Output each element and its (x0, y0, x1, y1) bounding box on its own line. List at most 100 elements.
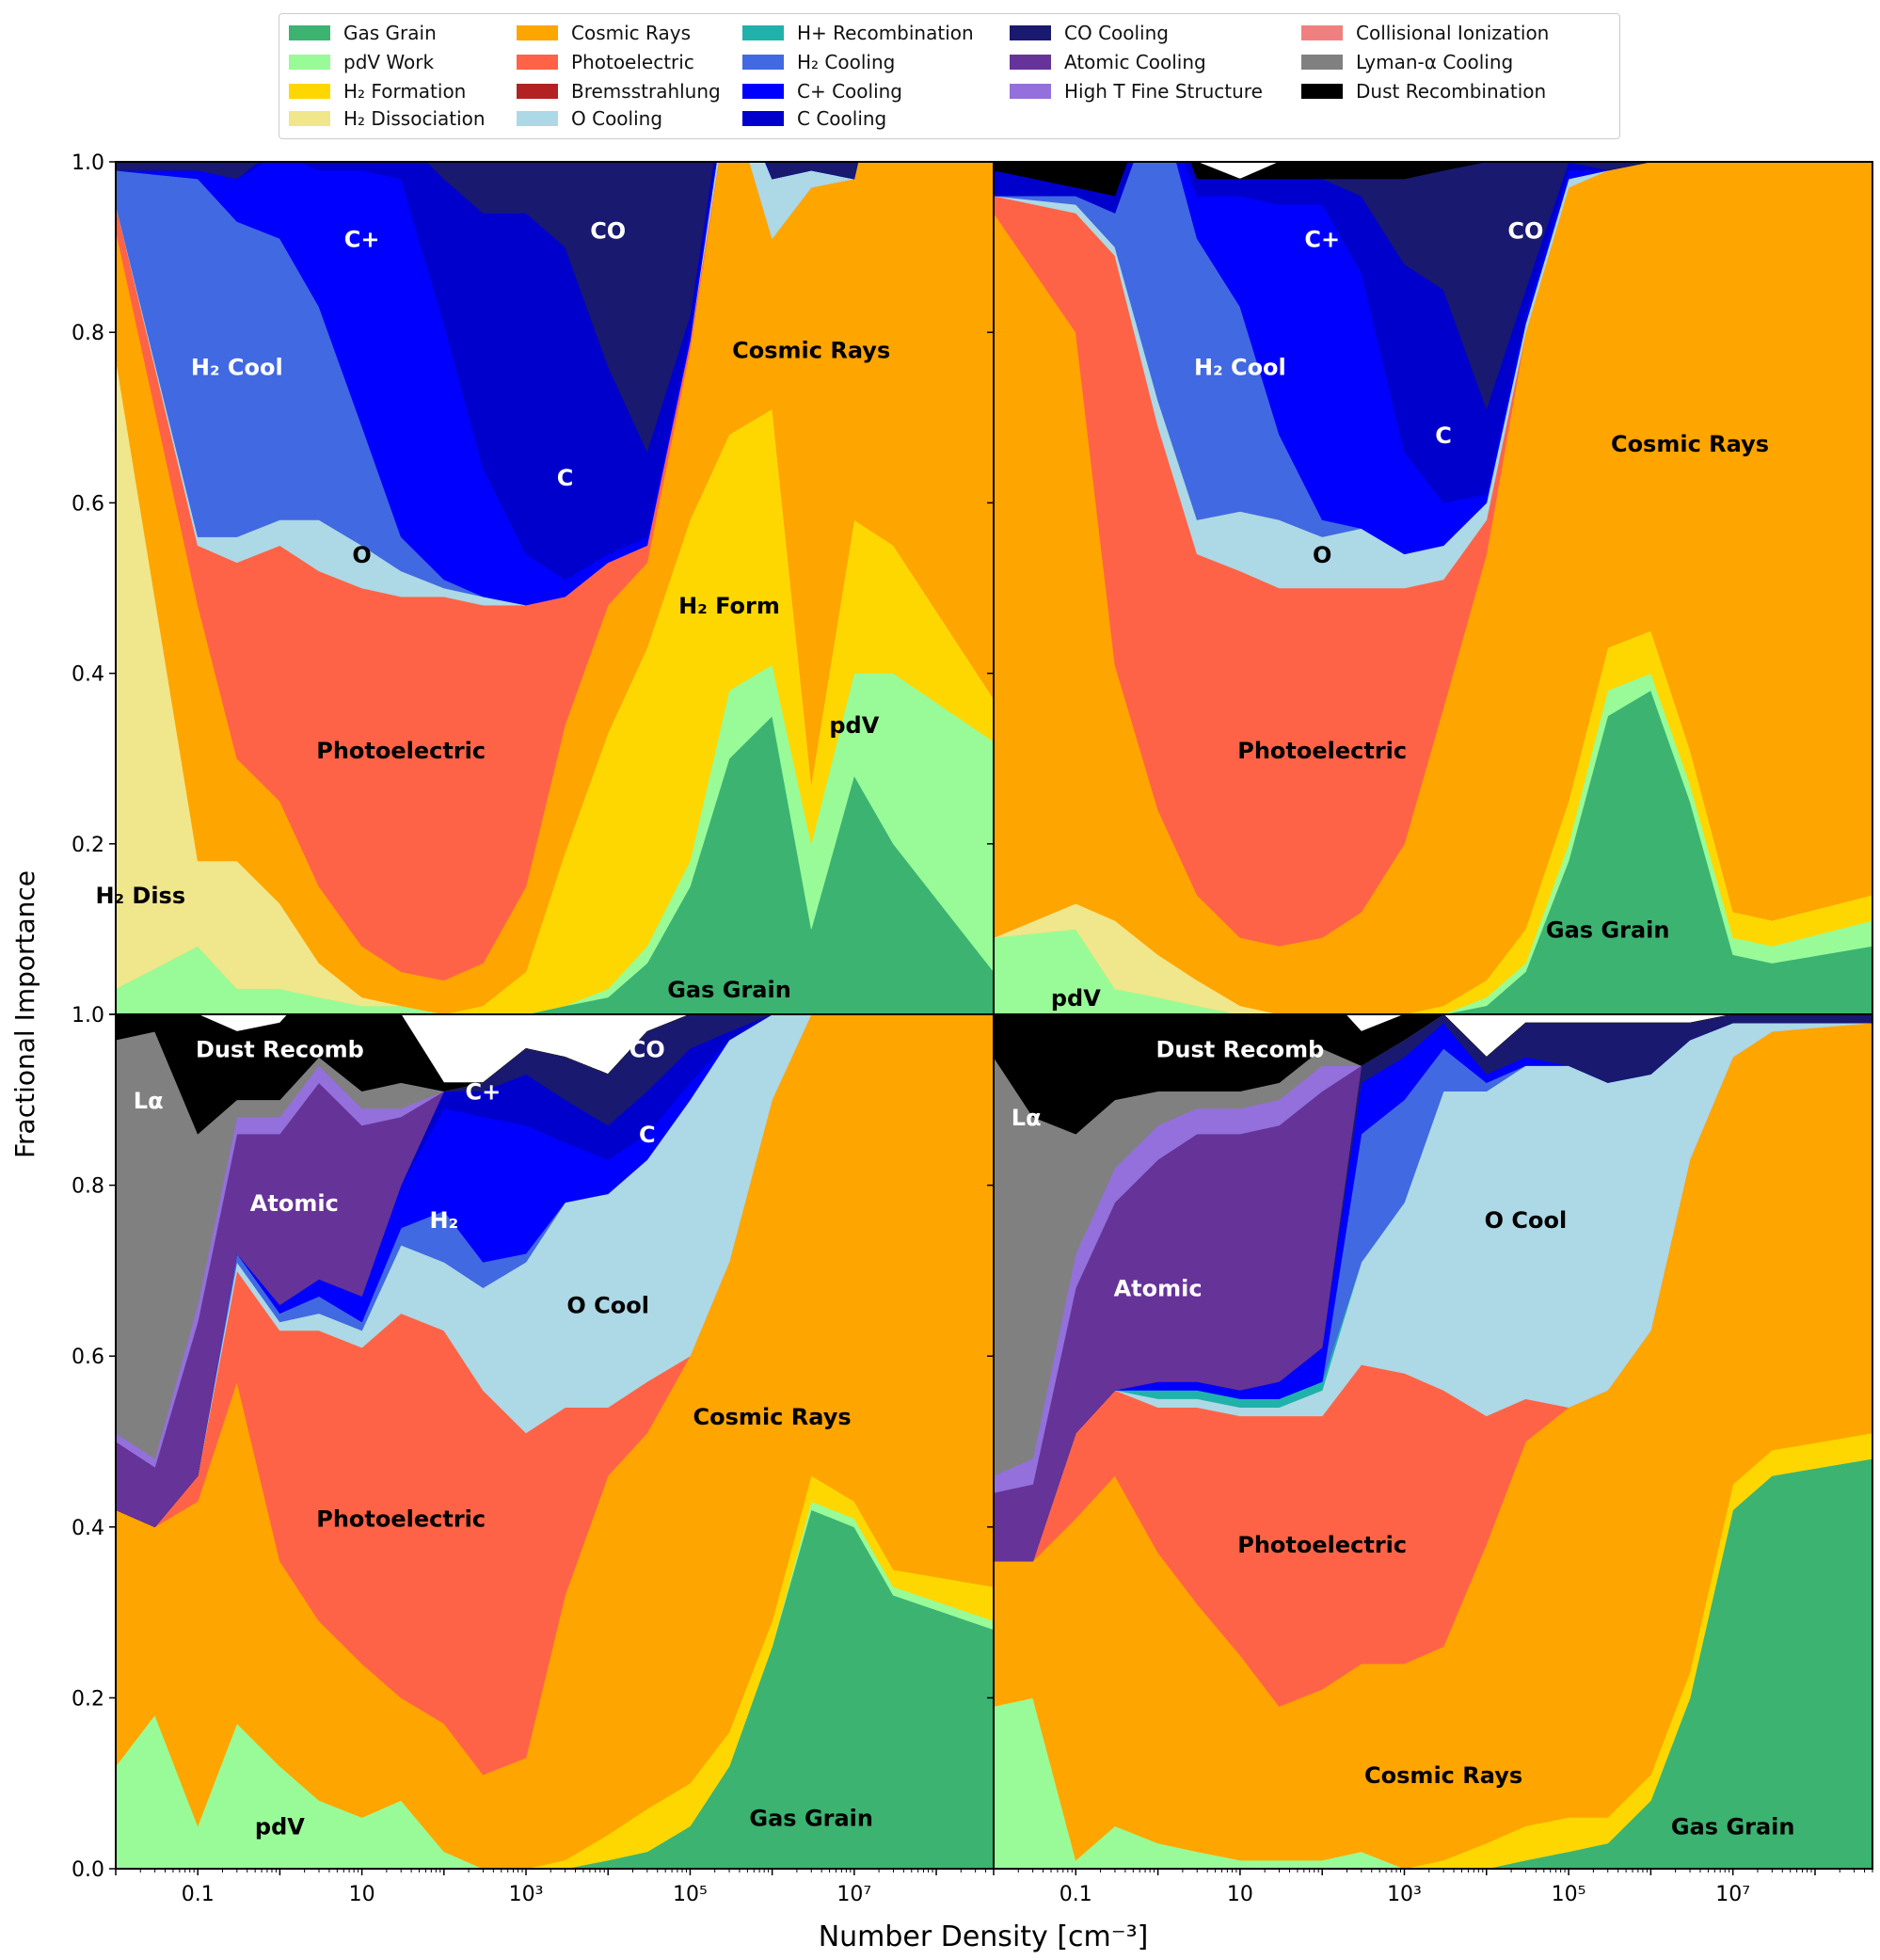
legend-label: H₂ Dissociation (343, 107, 486, 130)
area-layers (116, 162, 994, 1014)
legend-label: H₂ Cooling (797, 51, 896, 73)
annotation-pdv: pdV (1051, 985, 1101, 1012)
x-tick-label: 10⁷ (836, 1883, 871, 1906)
legend-label: C Cooling (797, 107, 887, 130)
annotation-cosmic-rays: Cosmic Rays (1364, 1762, 1522, 1789)
annotation-atomic: Atomic (1114, 1276, 1203, 1302)
legend-label: Atomic Cooling (1064, 51, 1206, 73)
legend-swatch (517, 111, 558, 126)
legend-swatch (742, 84, 784, 99)
annotation-dust-recomb: Dust Recomb (1156, 1036, 1325, 1062)
annotation-o: O (352, 542, 371, 568)
annotation-co: CO (590, 218, 626, 245)
y-tick-label: 0.2 (72, 1687, 104, 1711)
x-tick-label: 10³ (1387, 1883, 1422, 1906)
legend-swatch (1010, 84, 1051, 99)
annotation-gas-grain: Gas Grain (749, 1806, 873, 1832)
legend-item-pdv-work: pdV Work (289, 49, 434, 75)
area-gas-grain (994, 1458, 1872, 1869)
legend-label: Gas Grain (343, 22, 437, 44)
legend-item-c-cooling: C Cooling (742, 105, 886, 132)
plot-frame (993, 1013, 1873, 1870)
annotation-c: C (557, 465, 574, 491)
annotation-gas-grain: Gas Grain (1546, 916, 1670, 943)
annotation-photoelectric: Photoelectric (316, 738, 486, 764)
legend-item-o-cooling: O Cooling (517, 105, 662, 132)
area-layers (994, 1014, 1872, 1869)
legend-swatch (742, 55, 784, 70)
y-tick-label: 0.0 (72, 1858, 104, 1882)
legend-item-c-cooling: C+ Cooling (742, 78, 902, 104)
x-tick-label: 10⁷ (1715, 1883, 1750, 1906)
legend-label: Dust Recombination (1356, 80, 1547, 103)
x-tick-label: 10⁵ (1552, 1883, 1586, 1906)
y-tick-label: 0.8 (72, 322, 104, 345)
legend-item-atomic-cooling: Atomic Cooling (1010, 49, 1206, 75)
area-layers (994, 162, 1872, 1014)
legend-swatch (742, 111, 784, 126)
annotation-o-cool: O Cool (566, 1293, 649, 1319)
x-tick-label: 0.1 (182, 1883, 215, 1906)
y-tick-label: 1.0 (72, 1004, 104, 1028)
x-axis-label: Number Density [cm⁻³] (819, 1920, 1149, 1953)
legend-label: C+ Cooling (797, 80, 903, 103)
area-dust-recombination (994, 1014, 1872, 1135)
legend-swatch (517, 55, 558, 70)
y-axis-label: Fractional Importance (9, 870, 40, 1158)
y-tick-label: 0.4 (72, 663, 104, 687)
annotation-c: C+ (1304, 227, 1340, 253)
area-c-cooling (116, 162, 994, 581)
legend-swatch (517, 25, 558, 40)
annotation-c: C (639, 1122, 656, 1148)
legend-label: Bremsstrahlung (571, 80, 721, 103)
legend-item-h-dissociation: H₂ Dissociation (289, 105, 486, 132)
legend-label: pdV Work (343, 51, 435, 73)
legend-label: CO Cooling (1064, 22, 1169, 44)
legend-swatch (1301, 25, 1343, 40)
legend-swatch (742, 25, 784, 40)
legend-item-h-recombination: H+ Recombination (742, 20, 974, 46)
annotation-pdv: pdV (829, 712, 879, 739)
annotation-c: C+ (466, 1079, 502, 1106)
annotation-h-cool: H₂ Cool (191, 354, 283, 380)
legend-label: High T Fine Structure (1064, 80, 1263, 103)
annotation-cosmic-rays: Cosmic Rays (693, 1404, 852, 1430)
annotation-co: CO (629, 1036, 665, 1062)
panel-bottom-left: Dust Recomb CO C+ Lα C Atomic H₂ O Cool Cosmic R… (72, 1004, 995, 1906)
annotation-co: CO (1507, 218, 1543, 245)
legend-item-high-t-fine-structure: High T Fine Structure (1010, 78, 1263, 104)
x-tick-label: 10⁵ (673, 1883, 708, 1906)
x-tick-label: 10 (349, 1883, 375, 1906)
legend-item-dust-recombination: Dust Recombination (1301, 78, 1546, 104)
y-tick-label: 0.6 (72, 492, 104, 516)
legend-item-lyman-cooling: Lyman-α Cooling (1301, 49, 1513, 75)
panel-bottom-right: Dust Recomb Lα O Cool Atomic Photoelectric Co… (987, 1013, 1873, 1906)
area-pdv-work (994, 673, 1872, 1014)
legend-item-h-formation: H₂ Formation (289, 78, 466, 104)
annotation-gas-grain: Gas Grain (1671, 1814, 1795, 1840)
annotation-o-cool: O Cool (1485, 1207, 1568, 1234)
y-tick-label: 0.2 (72, 834, 104, 857)
annotation-photoelectric: Photoelectric (316, 1506, 486, 1533)
legend-item-h-cooling: H₂ Cooling (742, 49, 895, 75)
legend-label: Collisional Ionization (1356, 22, 1550, 44)
legend: Gas Grain pdV Work H₂ Formation H₂ Dissocia… (279, 13, 1620, 139)
annotation-photoelectric: Photoelectric (1237, 1532, 1407, 1558)
y-tick-label: 1.0 (72, 151, 104, 175)
annotation-c: C (1435, 422, 1452, 449)
annotation-h: H₂ (429, 1207, 458, 1234)
x-tick-label: 10 (1227, 1883, 1253, 1906)
legend-swatch (1301, 84, 1343, 99)
legend-label: H+ Recombination (797, 22, 974, 44)
legend-swatch (1010, 55, 1051, 70)
y-tick-label: 0.8 (72, 1175, 104, 1199)
legend-label: Cosmic Rays (571, 22, 691, 44)
area-gas-grain (994, 690, 1872, 1014)
legend-item-bremsstrahlung: Bremsstrahlung (517, 78, 721, 104)
legend-swatch (1301, 55, 1343, 70)
panel-top-right: C+ CO H₂ Cool C Cosmic Rays O Photoelectric Gas… (987, 161, 1873, 1015)
annotation-o: O (1313, 542, 1331, 568)
annotation-h-form: H₂ Form (678, 593, 780, 619)
